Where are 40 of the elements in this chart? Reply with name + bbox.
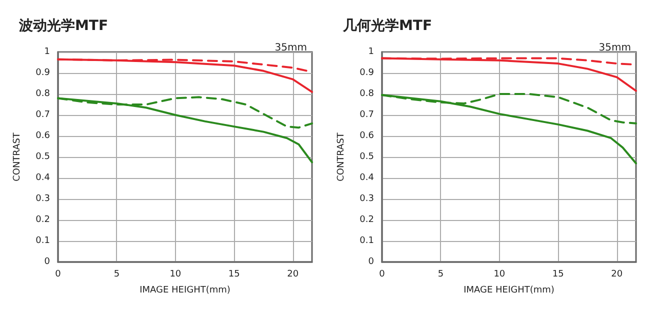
y-tick-label: 0.2 (36, 215, 50, 225)
x-tick-label: 5 (438, 270, 444, 280)
x-tick-label: 10 (170, 270, 182, 280)
y-tick-label: 0.4 (36, 173, 50, 183)
x-axis-title: IMAGE HEIGHT(mm) (140, 286, 230, 296)
y-axis-title: CONTRAST (336, 132, 346, 182)
y-tick-label: 0.3 (360, 194, 374, 204)
y-tick-label: 0.8 (360, 89, 374, 99)
y-tick-label: 0.6 (36, 131, 50, 141)
y-tick-label: 0.9 (36, 68, 50, 78)
x-tick-label: 20 (287, 270, 299, 280)
y-tick-label: 0.1 (360, 236, 374, 246)
x-tick-label: 10 (494, 270, 506, 280)
x-axis-title: IMAGE HEIGHT(mm) (464, 286, 554, 296)
x-tick-label: 15 (228, 270, 240, 280)
y-tick-label: 0.5 (360, 152, 374, 162)
y-tick-label: 0.9 (360, 68, 374, 78)
chart-title: 几何光学MTF (342, 18, 432, 34)
x-tick-label: 20 (611, 270, 623, 280)
y-tick-label: 0 (368, 257, 374, 267)
chart-subtitle: 35mm (274, 42, 308, 54)
y-tick-label: 0.5 (36, 152, 50, 162)
chart-title: 波动光学MTF (18, 18, 108, 34)
x-tick-label: 15 (552, 270, 564, 280)
x-tick-label: 0 (379, 270, 386, 280)
y-tick-label: 0 (44, 257, 50, 267)
y-tick-label: 0.8 (36, 89, 50, 99)
x-tick-label: 5 (114, 270, 120, 280)
y-axis-title: CONTRAST (12, 132, 22, 182)
y-tick-label: 0.2 (360, 215, 374, 225)
y-tick-label: 0.7 (360, 110, 374, 120)
y-tick-label: 0.1 (36, 236, 50, 246)
y-tick-label: 0.4 (360, 173, 374, 183)
y-tick-label: 0.7 (36, 110, 50, 120)
y-tick-label: 1 (368, 47, 374, 57)
y-tick-label: 0.3 (36, 194, 50, 204)
y-tick-label: 0.6 (360, 131, 374, 141)
x-tick-label: 0 (55, 270, 62, 280)
chart-subtitle: 35mm (598, 42, 632, 54)
y-tick-label: 1 (44, 47, 50, 57)
